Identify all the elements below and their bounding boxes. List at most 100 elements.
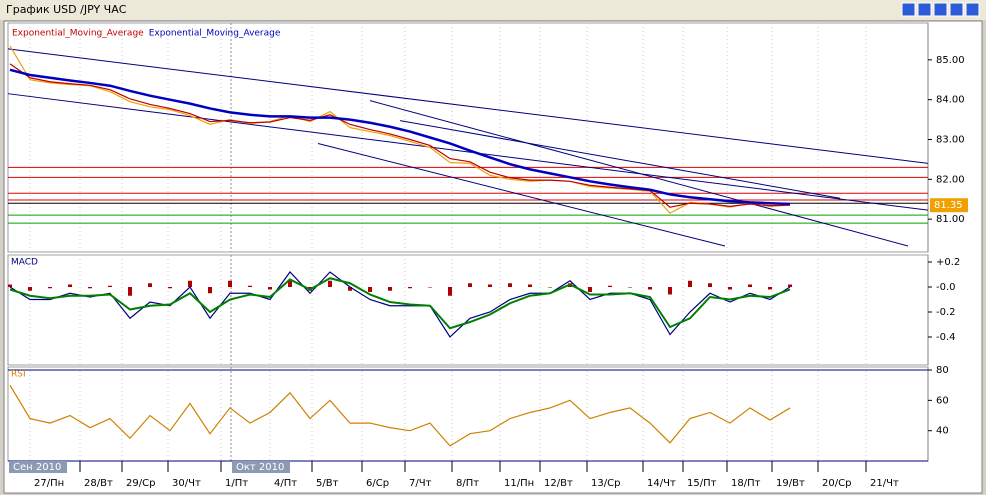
x-tick-label: 20/Ср	[822, 478, 851, 489]
histogram-bar	[608, 285, 612, 287]
y-tick-label: 82.00	[936, 174, 965, 185]
histogram-bar	[48, 287, 52, 289]
series-line	[9, 271, 791, 338]
x-tick-label: 29/Ср	[126, 478, 155, 489]
close-button[interactable]	[965, 2, 980, 17]
y-tick-label: 84.00	[936, 95, 965, 106]
histogram-bar	[188, 280, 192, 287]
series-line	[9, 63, 791, 208]
panel-title: RSI	[11, 370, 26, 380]
panel	[7, 22, 929, 253]
histogram-bar	[348, 287, 352, 291]
legend-entry: Exponential_Moving_Average	[12, 29, 144, 39]
y-tick-label: 81.00	[936, 214, 965, 225]
y-tick-label: -0.0	[936, 282, 956, 293]
y-tick-label: -0.4	[936, 332, 956, 343]
histogram-bar	[708, 283, 712, 287]
histogram-bar	[228, 280, 232, 287]
x-tick-label: 7/Чт	[409, 478, 432, 489]
x-tick-label: 4/Пт	[274, 478, 297, 489]
month-box	[9, 461, 67, 473]
histogram-bar	[128, 287, 132, 296]
histogram-bar	[448, 287, 452, 296]
month-label: Окт 2010	[236, 462, 284, 473]
histogram-bar	[648, 287, 652, 290]
histogram-bar	[388, 287, 392, 291]
histogram-bar	[328, 280, 332, 287]
histogram-bar	[668, 287, 672, 295]
histogram-bar	[548, 287, 552, 288]
y-tick-label: 60	[936, 395, 949, 406]
x-tick-label: 21/Чт	[870, 478, 899, 489]
y-tick-label: -0.2	[936, 307, 956, 318]
panel	[7, 254, 929, 366]
last-price-box	[930, 198, 968, 213]
histogram-bar	[68, 284, 72, 287]
panel-title: MACD	[11, 258, 38, 268]
histogram-bar	[428, 287, 432, 288]
x-tick-label: 6/Ср	[366, 478, 389, 489]
minimize-button[interactable]	[933, 2, 948, 17]
y-tick-label: +0.2	[936, 257, 960, 268]
histogram-bar	[748, 284, 752, 287]
histogram-bar	[88, 287, 92, 289]
trend-line	[369, 100, 909, 247]
window-title: График USD /JPY ЧАС	[6, 3, 127, 16]
x-tick-label: 13/Ср	[591, 478, 620, 489]
x-tick-label: 1/Пт	[225, 478, 248, 489]
series-line	[9, 45, 791, 214]
legend-entry: Exponential_Moving_Average	[149, 29, 281, 39]
series-line	[9, 277, 791, 330]
histogram-bar	[408, 287, 412, 289]
histogram-bar	[268, 287, 272, 290]
maximize-button[interactable]	[949, 2, 964, 17]
x-tick-label: 8/Пт	[456, 478, 479, 489]
y-tick-label: 40	[936, 426, 949, 437]
histogram-bar	[468, 283, 472, 287]
histogram-bar	[688, 280, 692, 287]
histogram-bar	[288, 279, 292, 287]
histogram-bar	[8, 284, 12, 287]
panel	[7, 366, 929, 462]
x-tick-label: 27/Пн	[34, 478, 64, 489]
x-tick-label: 11/Пн	[504, 478, 534, 489]
x-tick-label: 28/Вт	[84, 478, 113, 489]
histogram-bar	[168, 287, 172, 289]
month-box	[232, 461, 290, 473]
x-tick-label: 5/Вт	[316, 478, 339, 489]
last-price-label: 81.35	[934, 200, 963, 211]
series-line	[9, 384, 791, 447]
x-tick-label: 12/Вт	[544, 478, 573, 489]
trend-line	[399, 120, 841, 199]
window-buttons	[901, 2, 980, 17]
pin-button[interactable]	[917, 2, 932, 17]
series-line	[9, 68, 791, 206]
histogram-bar	[768, 287, 772, 290]
month-label: Сен 2010	[13, 462, 61, 473]
histogram-bar	[628, 287, 632, 288]
x-tick-label: 18/Пт	[731, 478, 761, 489]
histogram-bar	[248, 285, 252, 287]
x-tick-label: 14/Чт	[647, 478, 676, 489]
y-tick-label: 83.00	[936, 134, 965, 145]
trend-line	[317, 142, 726, 247]
histogram-bar	[148, 283, 152, 287]
trend-line	[7, 93, 929, 211]
trend-line	[7, 48, 929, 164]
histogram-bar	[208, 287, 212, 294]
histogram-bar	[28, 287, 32, 291]
y-tick-label: 85.00	[936, 55, 965, 66]
x-tick-label: 15/Пт	[687, 478, 717, 489]
title-bar	[0, 0, 986, 20]
y-tick-label: 80	[936, 365, 949, 376]
x-tick-label: 30/Чт	[172, 478, 201, 489]
histogram-bar	[368, 287, 372, 292]
histogram-bar	[588, 287, 592, 292]
histogram-bar	[488, 284, 492, 287]
x-tick-label: 19/Вт	[776, 478, 805, 489]
histogram-bar	[508, 283, 512, 287]
histogram-bar	[108, 285, 112, 287]
help-button[interactable]	[901, 2, 916, 17]
histogram-bar	[528, 284, 532, 287]
